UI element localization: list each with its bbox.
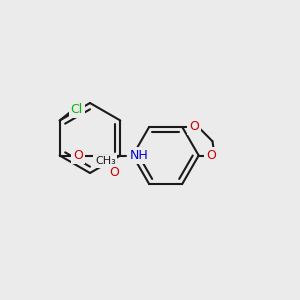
Text: O: O [189,120,199,134]
Text: O: O [109,166,118,179]
Text: NH: NH [130,149,148,162]
Text: CH₃: CH₃ [95,157,116,166]
Text: O: O [73,149,82,162]
Text: O: O [206,149,216,162]
Text: Cl: Cl [70,103,83,116]
